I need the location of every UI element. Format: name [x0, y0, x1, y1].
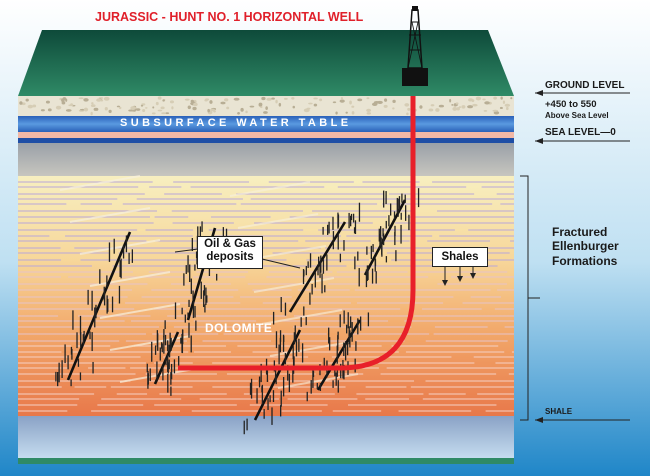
- dolomite-label: DOLOMITE: [205, 321, 273, 335]
- elevation-sub-label: Above Sea Level: [545, 111, 609, 120]
- level-markers: [520, 90, 630, 423]
- sea-level-band: [18, 138, 514, 143]
- horizontal-well-path: [178, 96, 416, 371]
- grey-shale-band: [18, 143, 514, 176]
- shale-label: SHALE: [545, 407, 573, 416]
- gravel-texture: [19, 96, 513, 116]
- bottom-green-band: [18, 458, 514, 464]
- sea-level-label: SEA LEVEL—0: [545, 127, 616, 138]
- formations-label: Fractured Ellenburger Formations: [552, 225, 619, 268]
- ground-level-label: GROUND LEVEL: [545, 80, 625, 91]
- oil-gas-pointers: [174, 248, 301, 269]
- pink-band: [18, 132, 514, 138]
- elevation-label: +450 to 550: [545, 99, 597, 110]
- basement-layer: [18, 416, 514, 458]
- drilling-rig-icon: [402, 6, 428, 86]
- ground-surface: [18, 30, 514, 96]
- water-table-band: [18, 116, 514, 132]
- shales-callout: Shales: [432, 247, 488, 267]
- gravel-layer: [18, 96, 514, 116]
- strata-lines: [18, 175, 514, 412]
- diagram-title: JURASSIC - HUNT NO. 1 HORIZONTAL WELL: [95, 10, 364, 24]
- water-table-label: SUBSURFACE WATER TABLE: [120, 117, 352, 129]
- oil-gas-callout: Oil & Gas deposits: [197, 236, 263, 269]
